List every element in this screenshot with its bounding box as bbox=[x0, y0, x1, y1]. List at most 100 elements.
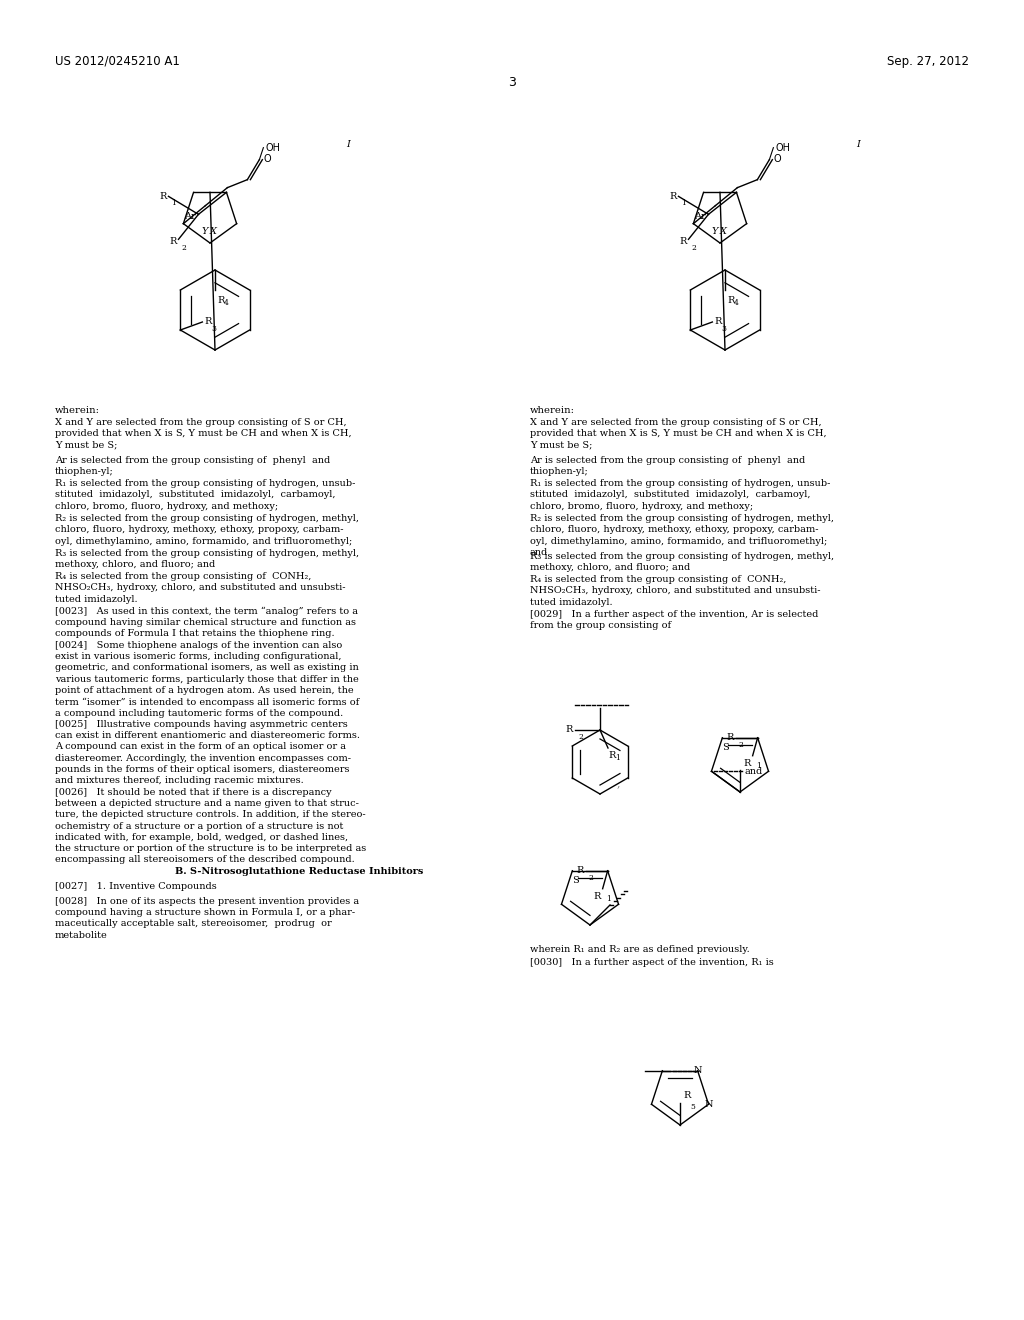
Text: R: R bbox=[683, 1092, 690, 1100]
Text: R: R bbox=[159, 191, 167, 201]
Text: chloro, fluoro, hydroxy, methoxy, ethoxy, propoxy, carbam-: chloro, fluoro, hydroxy, methoxy, ethoxy… bbox=[530, 525, 818, 535]
Text: R₃ is selected from the group consisting of hydrogen, methyl,: R₃ is selected from the group consisting… bbox=[530, 552, 835, 561]
Text: point of attachment of a hydrogen atom. As used herein, the: point of attachment of a hydrogen atom. … bbox=[55, 686, 353, 694]
Text: S: S bbox=[722, 743, 729, 751]
Text: R₃ is selected from the group consisting of hydrogen, methyl,: R₃ is selected from the group consisting… bbox=[55, 549, 359, 558]
Text: X: X bbox=[720, 227, 727, 236]
Text: 1: 1 bbox=[605, 895, 610, 903]
Text: N: N bbox=[705, 1100, 713, 1109]
Text: NHSO₂CH₃, hydroxy, chloro, and substituted and unsubsti-: NHSO₂CH₃, hydroxy, chloro, and substitut… bbox=[530, 586, 820, 595]
Text: compound having similar chemical structure and function as: compound having similar chemical structu… bbox=[55, 618, 356, 627]
Text: I: I bbox=[346, 140, 350, 149]
Text: 1: 1 bbox=[615, 754, 620, 762]
Text: R: R bbox=[669, 191, 677, 201]
Text: 4: 4 bbox=[734, 300, 739, 308]
Text: R₁ is selected from the group consisting of hydrogen, unsub-: R₁ is selected from the group consisting… bbox=[55, 479, 355, 488]
Text: X: X bbox=[210, 227, 217, 236]
Text: Y must be S;: Y must be S; bbox=[530, 441, 592, 450]
Text: OH: OH bbox=[265, 143, 281, 153]
Text: R: R bbox=[577, 866, 584, 875]
Text: thiophen-yl;: thiophen-yl; bbox=[55, 467, 114, 477]
Text: 3: 3 bbox=[721, 325, 726, 333]
Text: methoxy, chloro, and fluoro; and: methoxy, chloro, and fluoro; and bbox=[530, 564, 690, 573]
Text: OH: OH bbox=[775, 143, 791, 153]
Text: 2: 2 bbox=[738, 741, 743, 748]
Text: chloro, bromo, fluoro, hydroxy, and methoxy;: chloro, bromo, fluoro, hydroxy, and meth… bbox=[530, 502, 753, 511]
Text: can exist in different enantiomeric and diastereomeric forms.: can exist in different enantiomeric and … bbox=[55, 731, 360, 741]
Text: pounds in the forms of their optical isomers, diastereomers: pounds in the forms of their optical iso… bbox=[55, 764, 349, 774]
Text: Y: Y bbox=[712, 227, 718, 236]
Text: O: O bbox=[773, 153, 781, 164]
Text: stituted  imidazolyl,  substituted  imidazolyl,  carbamoyl,: stituted imidazolyl, substituted imidazo… bbox=[530, 490, 811, 499]
Text: Ar: Ar bbox=[183, 211, 196, 220]
Text: thiophen-yl;: thiophen-yl; bbox=[530, 467, 589, 477]
Text: R: R bbox=[715, 318, 722, 326]
Text: NHSO₂CH₃, hydroxy, chloro, and substituted and unsubsti-: NHSO₂CH₃, hydroxy, chloro, and substitut… bbox=[55, 583, 345, 593]
Text: wherein:: wherein: bbox=[55, 407, 100, 414]
Text: Y must be S;: Y must be S; bbox=[55, 441, 118, 450]
Text: Y: Y bbox=[202, 227, 208, 236]
Text: 4: 4 bbox=[224, 300, 229, 308]
Text: R₂ is selected from the group consisting of hydrogen, methyl,: R₂ is selected from the group consisting… bbox=[530, 513, 834, 523]
Text: [0023]   As used in this context, the term “analog” refers to a: [0023] As used in this context, the term… bbox=[55, 607, 358, 616]
Text: US 2012/0245210 A1: US 2012/0245210 A1 bbox=[55, 55, 180, 69]
Text: metabolite: metabolite bbox=[55, 931, 108, 940]
Text: term “isomer” is intended to encompass all isomeric forms of: term “isomer” is intended to encompass a… bbox=[55, 697, 359, 706]
Text: Ar: Ar bbox=[693, 211, 706, 220]
Text: R: R bbox=[565, 726, 573, 734]
Text: R: R bbox=[608, 751, 615, 760]
Text: provided that when X is S, Y must be CH and when X is CH,: provided that when X is S, Y must be CH … bbox=[530, 429, 826, 438]
Text: R: R bbox=[743, 759, 751, 768]
Text: 5: 5 bbox=[690, 1104, 695, 1111]
Text: 3: 3 bbox=[508, 77, 516, 88]
Text: exist in various isomeric forms, including configurational,: exist in various isomeric forms, includi… bbox=[55, 652, 341, 661]
Text: and: and bbox=[744, 767, 763, 776]
Text: encompassing all stereoisomers of the described compound.: encompassing all stereoisomers of the de… bbox=[55, 855, 354, 865]
Text: [0026]   It should be noted that if there is a discrepancy: [0026] It should be noted that if there … bbox=[55, 788, 332, 797]
Text: compounds of Formula I that retains the thiophene ring.: compounds of Formula I that retains the … bbox=[55, 630, 335, 639]
Text: a compound including tautomeric forms of the compound.: a compound including tautomeric forms of… bbox=[55, 709, 343, 718]
Text: ochemistry of a structure or a portion of a structure is not: ochemistry of a structure or a portion o… bbox=[55, 821, 343, 830]
Text: methoxy, chloro, and fluoro; and: methoxy, chloro, and fluoro; and bbox=[55, 560, 215, 569]
Text: 2: 2 bbox=[589, 874, 594, 882]
Text: X and Y are selected from the group consisting of S or CH,: X and Y are selected from the group cons… bbox=[55, 418, 347, 426]
Text: various tautomeric forms, particularly those that differ in the: various tautomeric forms, particularly t… bbox=[55, 675, 358, 684]
Text: X and Y are selected from the group consisting of S or CH,: X and Y are selected from the group cons… bbox=[530, 418, 821, 426]
Text: 2: 2 bbox=[691, 244, 696, 252]
Text: oyl, dimethylamino, amino, formamido, and trifluoromethyl;: oyl, dimethylamino, amino, formamido, an… bbox=[530, 537, 827, 545]
Text: B. S-Nitrosoglutathione Reductase Inhibitors: B. S-Nitrosoglutathione Reductase Inhibi… bbox=[175, 867, 423, 876]
Text: [0025]   Illustrative compounds having asymmetric centers: [0025] Illustrative compounds having asy… bbox=[55, 719, 348, 729]
Text: 2: 2 bbox=[578, 733, 583, 741]
Text: 1: 1 bbox=[681, 199, 686, 207]
Text: maceutically acceptable salt, stereoisomer,  prodrug  or: maceutically acceptable salt, stereoisom… bbox=[55, 919, 332, 928]
Text: the structure or portion of the structure is to be interpreted as: the structure or portion of the structur… bbox=[55, 845, 367, 853]
Text: S: S bbox=[572, 875, 579, 884]
Text: 1: 1 bbox=[171, 199, 176, 207]
Text: provided that when X is S, Y must be CH and when X is CH,: provided that when X is S, Y must be CH … bbox=[55, 429, 351, 438]
Text: R: R bbox=[679, 236, 686, 246]
Text: [0024]   Some thiophene analogs of the invention can also: [0024] Some thiophene analogs of the inv… bbox=[55, 642, 342, 649]
Text: compound having a structure shown in Formula I, or a phar-: compound having a structure shown in For… bbox=[55, 908, 355, 917]
Text: R₄ is selected from the group consisting of  CONH₂,: R₄ is selected from the group consisting… bbox=[55, 572, 311, 581]
Text: chloro, bromo, fluoro, hydroxy, and methoxy;: chloro, bromo, fluoro, hydroxy, and meth… bbox=[55, 502, 279, 511]
Text: tuted imidazolyl.: tuted imidazolyl. bbox=[55, 594, 137, 603]
Text: A compound can exist in the form of an optical isomer or a: A compound can exist in the form of an o… bbox=[55, 742, 346, 751]
Text: [0028]   In one of its aspects the present invention provides a: [0028] In one of its aspects the present… bbox=[55, 898, 359, 906]
Text: R₄ is selected from the group consisting of  CONH₂,: R₄ is selected from the group consisting… bbox=[530, 576, 786, 583]
Text: tuted imidazolyl.: tuted imidazolyl. bbox=[530, 598, 612, 607]
Text: 2: 2 bbox=[181, 244, 186, 252]
Text: R: R bbox=[169, 236, 176, 246]
Text: Ar is selected from the group consisting of  phenyl  and: Ar is selected from the group consisting… bbox=[55, 455, 331, 465]
Text: R₁ is selected from the group consisting of hydrogen, unsub-: R₁ is selected from the group consisting… bbox=[530, 479, 830, 488]
Text: [0030]   In a further aspect of the invention, R₁ is: [0030] In a further aspect of the invent… bbox=[530, 958, 774, 968]
Text: R: R bbox=[726, 733, 733, 742]
Text: stituted  imidazolyl,  substituted  imidazolyl,  carbamoyl,: stituted imidazolyl, substituted imidazo… bbox=[55, 490, 336, 499]
Text: R₂ is selected from the group consisting of hydrogen, methyl,: R₂ is selected from the group consisting… bbox=[55, 513, 359, 523]
Text: R: R bbox=[593, 892, 601, 900]
Text: [0029]   In a further aspect of the invention, Ar is selected: [0029] In a further aspect of the invent… bbox=[530, 610, 818, 619]
Text: [0027]   1. Inventive Compounds: [0027] 1. Inventive Compounds bbox=[55, 882, 217, 891]
Text: ture, the depicted structure controls. In addition, if the stereo-: ture, the depicted structure controls. I… bbox=[55, 810, 366, 820]
Text: R: R bbox=[205, 318, 212, 326]
Text: indicated with, for example, bold, wedged, or dashed lines,: indicated with, for example, bold, wedge… bbox=[55, 833, 348, 842]
Text: and: and bbox=[530, 548, 548, 557]
